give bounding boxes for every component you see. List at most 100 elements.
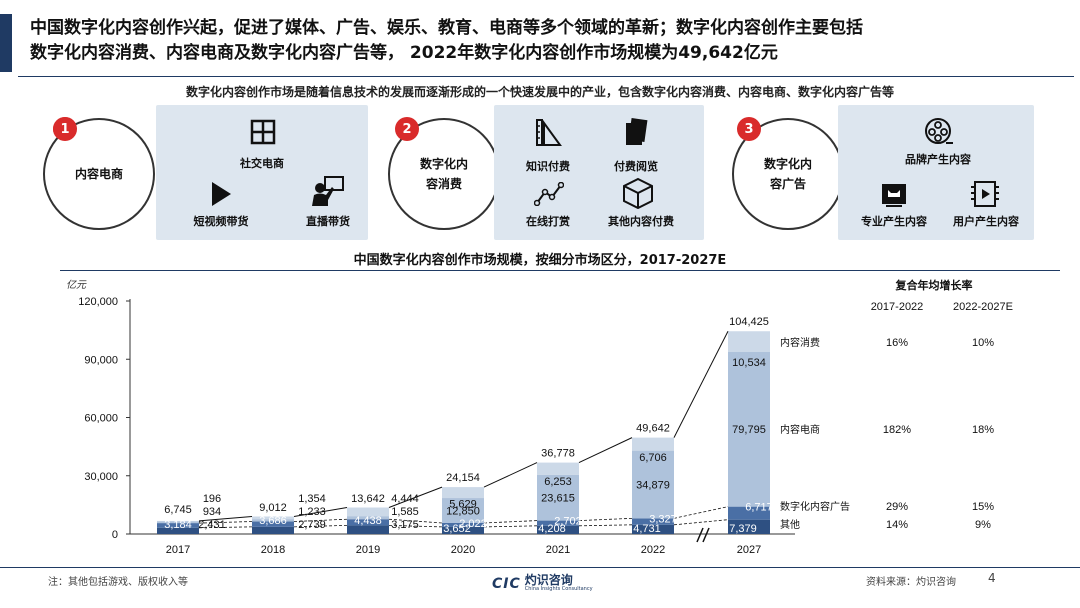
total-label: 13,642 [351,493,385,505]
cic-logo: CIC 灼识咨询 China Insights Consultancy [492,574,593,593]
bar-segment [157,520,199,522]
advertising-label: 2,431 [198,519,226,531]
pen-ruler-icon [534,117,562,147]
ecommerce-label: 1,585 [391,506,419,518]
segment-1-circle-label: 内容电商 [74,167,123,181]
bar-segment [728,506,770,520]
logo-name: 灼识咨询 [524,573,573,587]
market-definition-text: 数字化内容创作市场是随着信息技术的发展而逐渐形成的一个快速发展中的产业，包含数字… [185,85,894,99]
cagr-value: 15% [972,501,994,513]
footer-divider [0,567,1080,568]
logo-subtitle: China Insights Consultancy [524,586,593,592]
y-unit-label: 亿元 [66,279,87,291]
segment-connector [673,506,729,519]
bar-segment [347,516,389,520]
bar-segment [728,331,770,352]
segment-connector [483,520,538,524]
segment-2-circle-label-1: 数字化内 [419,157,468,171]
other-label: 4,438 [354,515,382,527]
consumption-label: 6,253 [544,476,572,488]
consumption-label: 6,706 [639,452,667,464]
consumption-label: 10,534 [732,357,766,369]
cagr-value: 29% [886,501,908,513]
chart-divider [60,270,1060,271]
segment-connector [673,519,729,526]
video-file-icon [970,179,1000,209]
chart-title: 中国数字化内容创作市场规模，按细分市场区分，2017-2027E [353,253,727,268]
series-legend-label: 其他 [780,518,800,531]
page-headline: 中国数字化内容创作兴起，促进了媒体、广告、娱乐、教育、电商等多个领域的革新；数字… [30,16,1060,66]
x-tick-label: 2027 [737,544,761,556]
growth-connector [578,437,633,464]
segment-3-panel: 品牌产生内容 专业产生内容 用户产生内容 [838,105,1034,240]
cagr-value: 18% [972,424,994,436]
axis-break-mark [696,527,704,543]
segment-2-number-badge: 2 [395,117,419,141]
y-tick-label: 0 [112,529,118,541]
bar-segment [632,450,674,519]
other-label: 7,379 [729,523,757,535]
other-label: 4,208 [538,523,566,535]
consumption-label: 1,354 [298,493,326,505]
total-label: 9,012 [259,502,287,514]
segment-2-circle-label-2: 容消费 [425,177,462,191]
ecommerce-label: 1,233 [298,506,326,518]
y-tick-label: 120,000 [78,296,118,308]
ecommerce-label: 34,879 [636,479,670,491]
cagr-value: 182% [883,424,911,436]
segment-connector [293,524,348,528]
segment-1-panel: 社交电商 短视频带货 直播带货 [156,105,368,240]
bar-segment [347,519,389,526]
axis-break-mark [702,527,710,543]
source-note: 资料来源：灼识咨询 [866,577,956,588]
box-icon [622,177,654,209]
growth-connector [388,486,443,508]
bar-segment [157,523,199,528]
ecommerce-label: 12,850 [446,506,480,518]
bar-segment [252,521,294,527]
title-accent-bar [0,14,12,72]
growth-connector [673,331,729,438]
bar-segment [632,437,674,451]
other-label: 4,731 [633,523,661,535]
film-reel-icon [924,117,954,147]
item-professional-content: 专业产生内容 [861,215,927,228]
y-tick-label: 90,000 [84,354,118,366]
footnote: 注：其他包括游戏、版权收入等 [48,577,188,588]
ecommerce-label: 934 [203,506,221,518]
bar-segment [537,525,579,534]
consumption-label: 5,629 [449,498,477,510]
x-tick-label: 2017 [166,544,190,556]
segment-connector [483,525,538,528]
advertising-label: 3,175 [391,519,419,531]
other-label: 3,652 [443,523,471,535]
x-tick-label: 2022 [641,544,665,556]
segment-connector [578,517,633,521]
segment-connector [578,524,633,527]
cagr-value: 16% [886,337,908,349]
bar-segment [442,526,484,534]
bar-segment [537,520,579,526]
segment-connector [198,521,253,524]
consumption-label: 4,444 [391,493,419,505]
other-label: 3,686 [259,515,287,527]
bar-segment [157,521,199,524]
item-user-content: 用户产生内容 [953,215,1019,228]
bar-segment [157,527,199,534]
total-label: 6,745 [164,504,192,516]
other-label: 3,184 [164,519,192,531]
bar-segment [442,522,484,527]
presenter-icon [311,175,345,207]
cagr-value: 10% [972,337,994,349]
cagr-col-2: 2022-2027E [953,301,1013,313]
cagr-col-1: 2017-2022 [871,301,924,313]
x-tick-label: 2018 [261,544,285,556]
advertising-label: 2,702 [554,516,582,528]
segment-3-circle-label-1: 数字化内 [763,157,812,171]
bar-segment [537,462,579,475]
x-tick-label: 2019 [356,544,380,556]
bar-segment [537,474,579,521]
y-tick-label: 60,000 [84,413,118,425]
bar-segment [347,507,389,517]
segment-connector [293,518,348,522]
